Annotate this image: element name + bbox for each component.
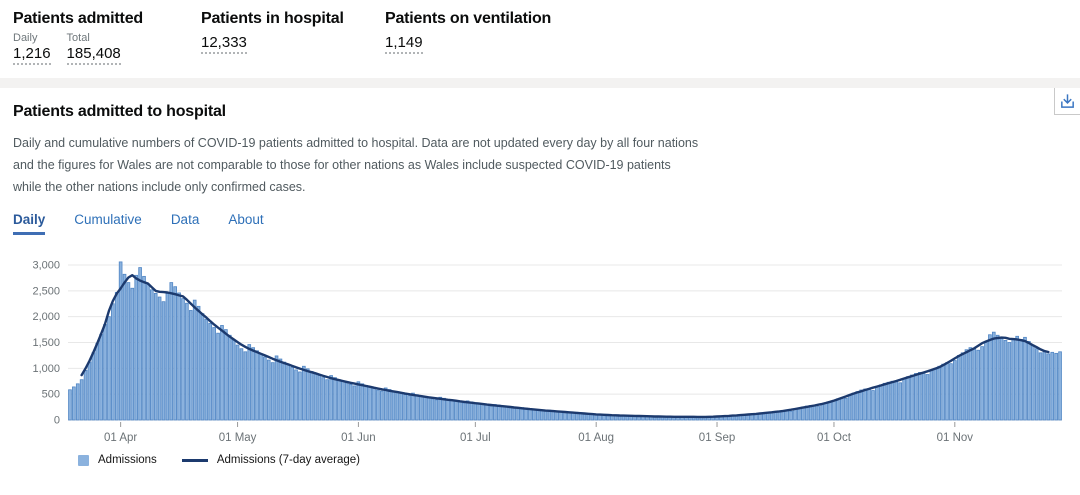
svg-text:2,000: 2,000 [32, 311, 60, 323]
summary-card-admitted: Patients admitted Daily 1,216 Total 185,… [13, 10, 163, 78]
chart-svg[interactable]: 0 500 1,000 1,500 2,000 2,500 3,000 01 Apr 01 Ma… [0, 248, 1080, 446]
metric-value[interactable]: 12,333 [201, 34, 247, 54]
tab-data[interactable]: Data [170, 212, 200, 227]
metric-label: Total [66, 32, 90, 44]
card-description: Daily and cumulative numbers of COVID-19… [13, 136, 699, 194]
svg-text:01 Apr: 01 Apr [104, 432, 137, 444]
chart-legend: Admissions Admissions (7-day average) [0, 454, 1080, 466]
admissions-swatch-icon [78, 454, 89, 466]
legend-label-admissions: Admissions [98, 454, 157, 466]
admissions-chart[interactable]: 0 500 1,000 1,500 2,000 2,500 3,000 01 Apr 01 Ma… [0, 248, 1080, 451]
tab-cumulative[interactable]: Cumulative [74, 212, 142, 227]
metric-label: Daily [13, 32, 38, 44]
svg-text:1,500: 1,500 [32, 337, 60, 349]
svg-text:01 Jul: 01 Jul [460, 432, 491, 444]
download-icon [1061, 93, 1074, 108]
svg-text:500: 500 [42, 389, 60, 401]
svg-text:01 Sep: 01 Sep [699, 432, 735, 444]
svg-text:01 May: 01 May [219, 432, 257, 444]
summary-title: Patients admitted [13, 10, 143, 27]
svg-text:01 Jun: 01 Jun [341, 432, 376, 444]
metric-value[interactable]: 185,408 [66, 45, 121, 65]
summary-card-in-hospital: Patients in hospital 12,333 [201, 10, 347, 78]
metric-total: Total 185,408 [66, 32, 121, 65]
svg-text:3,000: 3,000 [32, 260, 60, 272]
svg-text:01 Aug: 01 Aug [578, 432, 614, 444]
svg-text:1,000: 1,000 [32, 363, 60, 375]
summary-title: Patients in hospital [201, 10, 344, 27]
summary-card-ventilation: Patients on ventilation 1,149 [385, 10, 551, 78]
svg-text:0: 0 [54, 415, 60, 427]
metric-value[interactable]: 1,216 [13, 45, 51, 65]
svg-text:2,500: 2,500 [32, 285, 60, 297]
tab-daily[interactable]: Daily [13, 212, 46, 235]
summary-strip: Patients admitted Daily 1,216 Total 185,… [0, 0, 1080, 78]
tab-about[interactable]: About [228, 212, 264, 227]
tab-bar: Daily Cumulative Data About [0, 198, 1080, 235]
average-line-icon [181, 458, 208, 462]
section-divider [0, 78, 1080, 88]
download-button[interactable] [1054, 88, 1080, 115]
svg-text:01 Nov: 01 Nov [937, 432, 974, 444]
card-title: Patients admitted to hospital [13, 103, 226, 120]
chart-card: Patients admitted to hospital Daily and … [0, 88, 1080, 495]
summary-title: Patients on ventilation [385, 10, 552, 27]
legend-label-average: Admissions (7-day average) [216, 454, 360, 466]
metric-value[interactable]: 1,149 [385, 34, 423, 54]
svg-text:01 Oct: 01 Oct [817, 432, 852, 444]
metric-daily: Daily 1,216 [13, 32, 51, 65]
